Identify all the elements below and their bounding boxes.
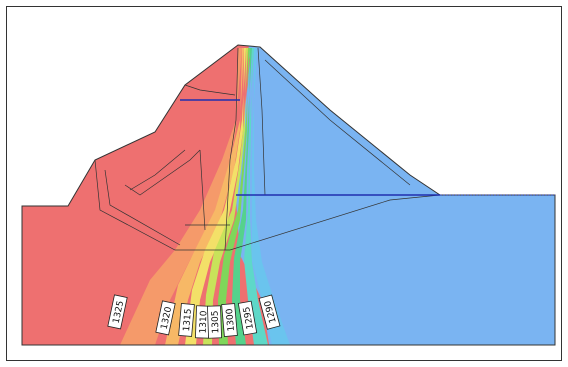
svg-text:1325: 1325: [112, 300, 127, 324]
phreatic-lines: [180, 99, 440, 196]
contour-label-1290: 1290: [258, 294, 281, 330]
band-7: [244, 48, 268, 345]
band-1: [120, 48, 242, 345]
band-6: [232, 48, 252, 345]
band-3: [185, 48, 246, 345]
band-8: [252, 48, 290, 345]
contour-label-1295: 1295: [237, 300, 258, 336]
dam-outline: [21, 44, 556, 346]
svg-text:1310: 1310: [199, 310, 210, 334]
contour-label-1325: 1325: [107, 294, 128, 330]
contour-label-1305: 1305: [207, 305, 222, 339]
svg-text:1300: 1300: [225, 308, 237, 332]
svg-text:1315: 1315: [182, 308, 194, 332]
band-5: [218, 48, 250, 345]
svg-text:1320: 1320: [160, 306, 175, 331]
band-4: [203, 48, 248, 345]
contour-label-1300: 1300: [221, 303, 238, 337]
svg-text:1295: 1295: [242, 306, 256, 330]
contour-labels: 1325 1320 1315 1310 1305 1300 1295 1290: [107, 294, 281, 339]
contour-label-1320: 1320: [155, 300, 176, 336]
svg-text:1305: 1305: [211, 310, 222, 333]
contour-label-1315: 1315: [178, 303, 195, 337]
